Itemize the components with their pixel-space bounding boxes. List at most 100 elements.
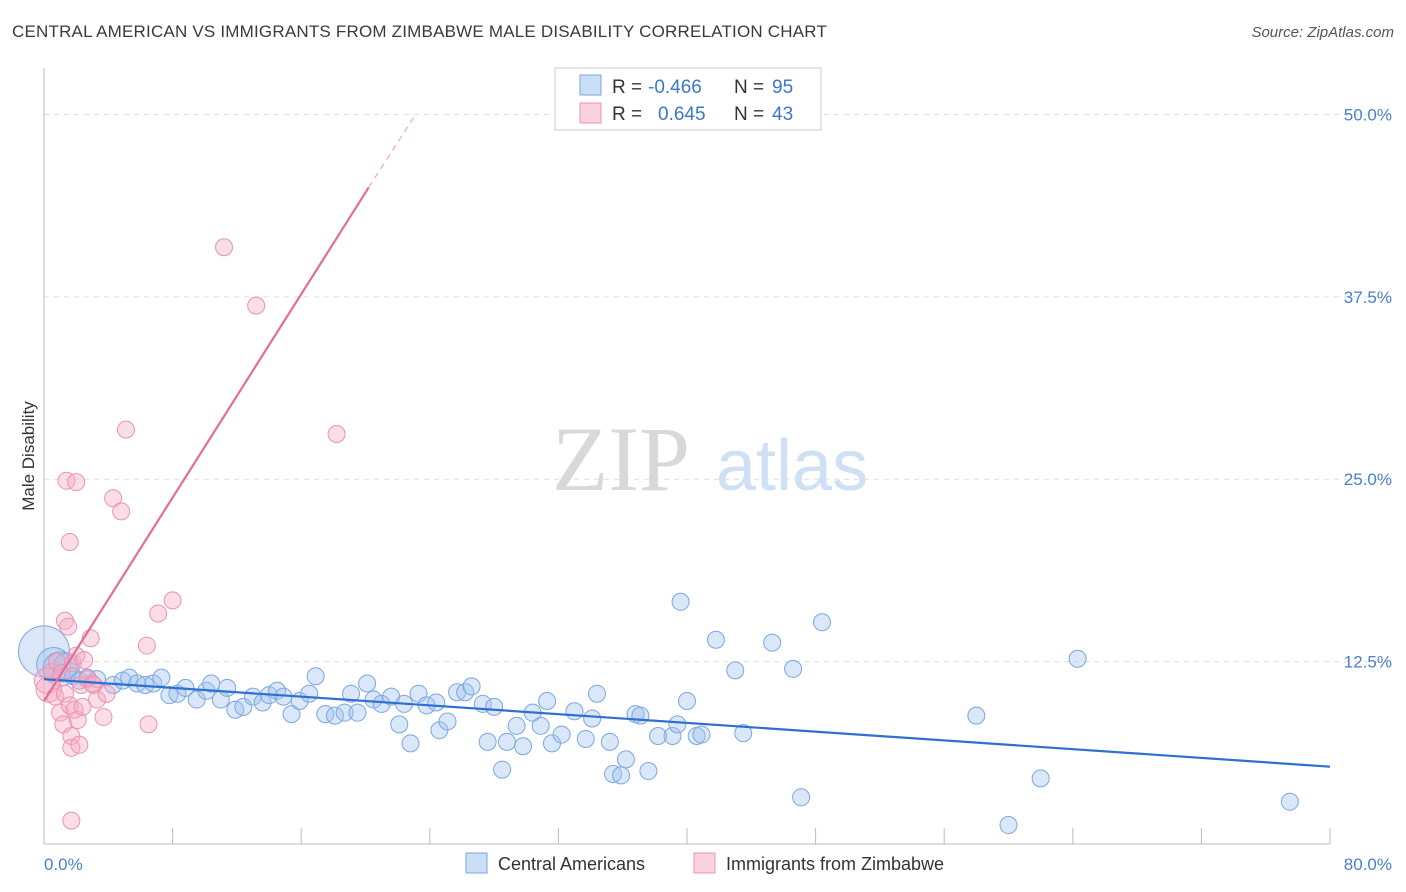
x-tick-labels: 0.0% 80.0% — [44, 855, 1392, 874]
data-point — [364, 690, 383, 709]
legend-pink-n-value: 43 — [772, 104, 793, 125]
data-point — [57, 471, 76, 490]
legend-pink-r-value: 0.645 — [658, 104, 706, 125]
data-point — [59, 617, 78, 636]
data-point — [282, 705, 301, 724]
data-point — [247, 296, 266, 315]
y-tick-label: 25.0% — [1344, 470, 1392, 489]
data-point — [139, 715, 158, 734]
data-point — [70, 735, 89, 754]
data-point — [18, 625, 70, 678]
data-point — [1280, 792, 1299, 811]
x-tick-label: 80.0% — [1344, 855, 1392, 874]
legend-blue-r-label: R = — [612, 77, 642, 98]
data-point — [1068, 649, 1087, 668]
data-point — [497, 732, 516, 751]
legend-bottom-pink-label: Immigrants from Zimbabwe — [726, 854, 944, 874]
data-point — [587, 684, 606, 703]
data-point — [649, 727, 668, 746]
data-point — [104, 489, 123, 508]
data-point — [67, 646, 86, 665]
data-point — [218, 678, 237, 697]
data-point — [668, 715, 687, 734]
legend-pink-n-label: N = — [734, 104, 764, 125]
data-point — [163, 591, 182, 610]
data-point — [813, 613, 832, 632]
y-tick-label: 12.5% — [1344, 653, 1392, 672]
data-point — [335, 703, 354, 722]
data-point — [552, 725, 571, 744]
data-point — [507, 716, 526, 735]
trend-line-central-americans — [43, 678, 1331, 768]
data-point — [149, 604, 168, 623]
data-point — [152, 668, 171, 687]
data-point — [401, 734, 420, 753]
data-point — [671, 592, 690, 611]
watermark: ZIP atlas — [552, 408, 868, 510]
data-point — [792, 788, 811, 807]
data-point — [372, 694, 391, 713]
legend-pink-swatch — [579, 102, 602, 124]
series-immigrants-from-zimbabwe — [33, 238, 346, 830]
data-point — [438, 712, 457, 731]
data-point — [97, 684, 116, 703]
data-point — [531, 716, 550, 735]
axes — [43, 68, 1331, 845]
trend-line-zimbabwe-extension — [368, 117, 415, 188]
data-point — [565, 702, 584, 721]
data-point — [112, 502, 131, 521]
watermark-zip: ZIP — [552, 408, 690, 510]
data-point — [663, 727, 682, 746]
data-point — [462, 677, 481, 696]
data-point — [137, 636, 156, 655]
data-point — [390, 715, 409, 734]
data-point — [631, 706, 650, 725]
data-point — [600, 732, 619, 751]
data-point — [60, 532, 79, 551]
data-point — [612, 766, 631, 785]
data-point — [88, 690, 107, 709]
chart-source: Source: ZipAtlas.com — [1251, 24, 1394, 41]
legend-bottom-pink-swatch — [693, 852, 716, 874]
data-point — [47, 652, 66, 671]
data-point — [678, 692, 696, 711]
series-central-americans — [18, 592, 1299, 835]
y-tick-label: 37.5% — [1344, 288, 1392, 307]
data-point — [706, 630, 725, 649]
data-point — [576, 729, 595, 748]
data-point — [215, 238, 234, 257]
data-point — [75, 651, 94, 670]
data-point — [538, 692, 557, 711]
data-point — [94, 708, 113, 727]
legend-top: R = -0.466 N = 95 R = 0.645 N = 43 — [554, 67, 822, 131]
data-point — [67, 473, 86, 492]
data-point — [763, 633, 782, 652]
data-point — [784, 659, 803, 678]
data-point — [478, 732, 497, 751]
data-point — [692, 725, 711, 744]
data-point — [427, 693, 446, 712]
legend-bottom: Central Americans Immigrants from Zimbab… — [465, 852, 944, 874]
legend-bottom-blue-label: Central Americans — [498, 854, 645, 874]
trend-lines — [43, 117, 1331, 768]
data-point — [485, 697, 504, 716]
y-tick-labels: 12.5% 25.0% 37.5% 50.0% — [1344, 105, 1392, 671]
data-point — [51, 703, 70, 722]
chart-title: CENTRAL AMERICAN VS IMMIGRANTS FROM ZIMB… — [12, 22, 828, 41]
data-point — [348, 703, 367, 722]
data-point — [726, 661, 745, 680]
y-tick-label: 50.0% — [1344, 105, 1392, 124]
data-point — [583, 709, 602, 728]
legend-bottom-blue-swatch — [465, 852, 488, 874]
data-point — [493, 760, 512, 779]
data-point — [342, 684, 361, 703]
data-point — [358, 674, 377, 693]
data-point — [734, 724, 753, 743]
data-point — [316, 705, 335, 724]
legend-blue-swatch — [579, 74, 602, 96]
data-point — [1031, 769, 1050, 788]
data-point — [616, 750, 635, 769]
y-axis-title: Male Disability — [19, 401, 38, 511]
grid-lines — [44, 113, 1392, 663]
